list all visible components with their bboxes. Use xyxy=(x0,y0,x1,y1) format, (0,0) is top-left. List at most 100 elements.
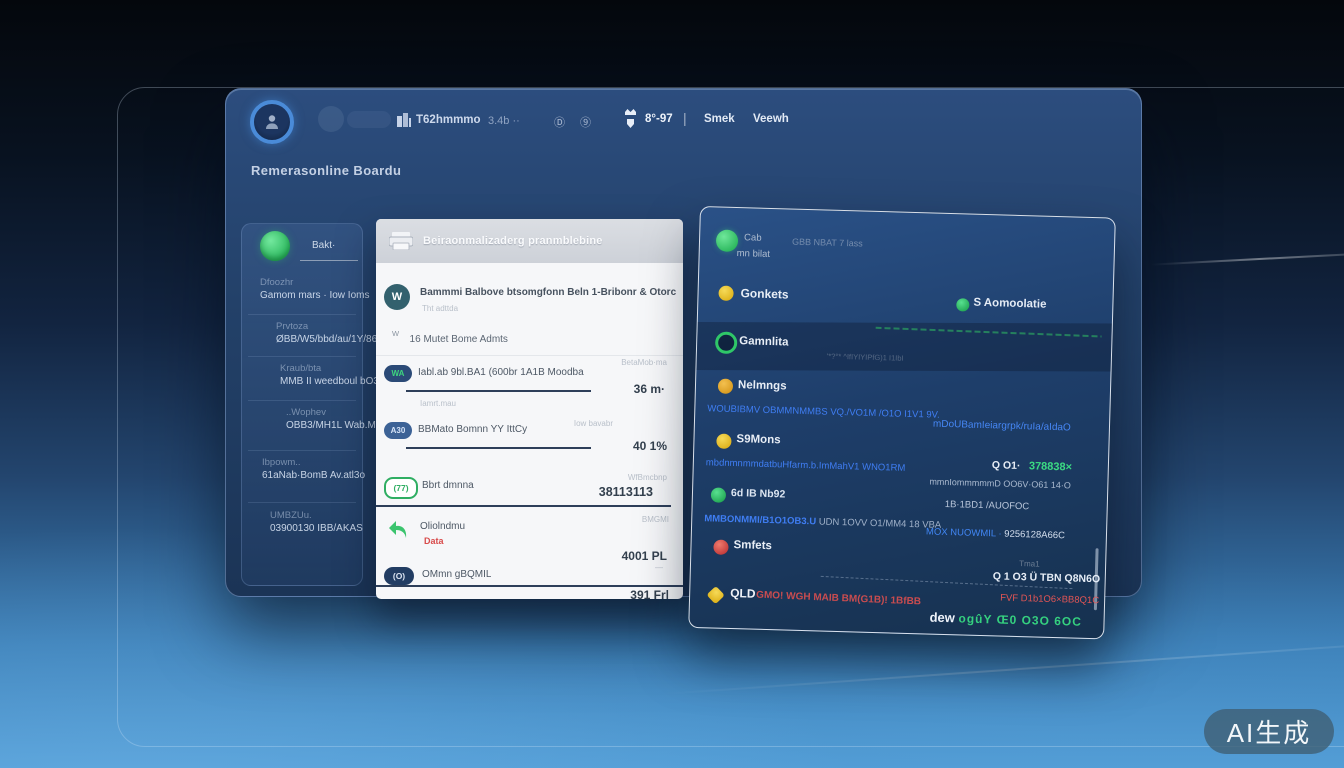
sidebar-item-5[interactable]: Ibpowm.. 61aNab·BomB Av.atl3o xyxy=(242,456,382,483)
row-underline xyxy=(376,585,683,587)
errors-right-value: Q 1 O3 Ü TBN Q8N6O xyxy=(992,570,1101,586)
building-icon xyxy=(397,113,411,127)
user-avatar[interactable] xyxy=(250,100,294,144)
network-link-strong: MMBONMMI/B1O1OB3.U xyxy=(704,513,819,528)
warnings-right-link[interactable]: mDoUBamIeiargrpk/ruIa/aIdaO xyxy=(932,418,1071,434)
nav-brand-label: T62hmmmo xyxy=(416,114,481,126)
sidebar-item-sublabel: MMB II weedboul bO3(12o) xyxy=(280,376,403,387)
green-status-icon xyxy=(710,487,727,503)
sidebar: Bakt· Dfoozhr Gamom mars · Iow Ioms Prvt… xyxy=(241,223,402,586)
sockets-label[interactable]: Gonkets xyxy=(740,286,789,302)
row-caption: BMGMI xyxy=(641,515,669,524)
nav-brand[interactable]: T62hmmmo xyxy=(396,113,481,127)
automatic-label[interactable]: S Aomoolatie xyxy=(973,296,1047,311)
row-title[interactable]: Bbrt dmnna xyxy=(422,480,474,491)
sidebar-divider xyxy=(248,314,356,315)
sidebar-item-label: Ibpowm.. xyxy=(262,457,301,468)
nav-crown-value[interactable]: 8°-97 xyxy=(645,113,673,125)
build-label: QLD xyxy=(730,585,756,601)
row-title[interactable]: Bammmi Balbove btsomgfonn Beln 1-Bribonr… xyxy=(420,287,676,298)
network-link-line[interactable]: MMBONMMI/B1O1OB3.U UDN 1OVV O1/MM4 18 VB… xyxy=(704,508,941,533)
network-label: 6d IB Nb92 xyxy=(730,486,786,501)
row-caption: Iow bavabr xyxy=(573,419,613,428)
profile-sub: mn bilat xyxy=(736,248,771,260)
sidebar-item-1[interactable]: Dfoozhr Gamom mars · Iow Ioms xyxy=(242,276,380,303)
sidebar-logo-label: Bakt· xyxy=(312,240,336,251)
row-badge: WA xyxy=(384,365,412,382)
row-divider xyxy=(376,355,683,356)
sidebar-divider xyxy=(248,450,356,451)
row-underline xyxy=(376,505,671,507)
orange-status-icon xyxy=(717,378,734,394)
sidebar-item-4[interactable]: ..Wophev OBB3/MH1L Wab.MVCb xyxy=(242,406,406,433)
nav-badges[interactable]: Ⓓ ⑨ xyxy=(554,117,598,129)
network-right-line[interactable]: MOX NUOWMIL · 9256128A66C xyxy=(926,521,1065,543)
complete-label[interactable]: Gamnlita xyxy=(739,335,789,349)
errors-label: Smfets xyxy=(733,539,773,553)
sidebar-item-sublabel: 61aNab·BomB Av.atl3o xyxy=(262,470,366,481)
errors-right-faint: Tma1 xyxy=(1019,559,1040,569)
row-subline[interactable]: W 16 Mutet Bome Admts xyxy=(392,329,508,347)
sidebar-item-2[interactable]: Prvtoza ØBB/W5/bbd/au/1Y/86o xyxy=(242,320,396,347)
sidebar-item-label: Dfoozhr xyxy=(260,277,294,288)
sidebar-item-label: ..Wophev xyxy=(286,407,326,418)
page-title: Remerasonline Boardu xyxy=(251,163,402,178)
network-right-link: MOX NUOWMIL · xyxy=(925,526,1005,540)
profile-name: Cab xyxy=(743,232,762,244)
row-caption: WfBmcbnp xyxy=(627,473,667,482)
sidebar-item-label: Prvtoza xyxy=(276,321,309,332)
sub-text: 16 Mutet Bome Admts xyxy=(409,334,508,346)
watermark-text: AI生成 xyxy=(1226,718,1312,748)
nav-view[interactable]: Veewh xyxy=(753,113,789,125)
row-badge: (77) xyxy=(384,477,418,499)
return-arrow-icon xyxy=(389,521,407,538)
nav-stat[interactable]: 3.4b ·· xyxy=(488,115,520,127)
printer-icon xyxy=(389,232,413,250)
samples-sub: mmnIommmmmD OO6V·O61 14·O xyxy=(929,476,1072,491)
row-value: 391 Fr| xyxy=(630,588,669,599)
nav-stock[interactable]: Smek xyxy=(704,113,735,125)
row-badge: W xyxy=(384,284,410,310)
nav-divider: | xyxy=(683,110,687,126)
list-panel-title: Beiraonmalizaderg pranmblebine xyxy=(423,235,603,247)
footer-code: ogûY Œ0 O3O 6OC xyxy=(958,611,1083,629)
sidebar-item-sublabel: OBB3/MH1L Wab.MVCb xyxy=(286,420,396,431)
sidebar-item-3[interactable]: Kraub/bta MMB II weedboul bO3(12o) xyxy=(242,362,403,389)
sidebar-logo-icon[interactable] xyxy=(260,231,290,261)
row-badge: (O) xyxy=(384,567,414,585)
network-right-code: 9256128A66C xyxy=(1004,528,1066,542)
logo-underline xyxy=(300,260,358,261)
samples-label: S9Mons xyxy=(736,433,781,447)
sidebar-item-label: UMBZUu. xyxy=(270,510,312,521)
yellow-diamond-icon xyxy=(706,585,725,605)
build-footer: dew ogûY Œ0 O3O 6OC xyxy=(929,609,1082,631)
crown-shield-icon xyxy=(624,106,637,135)
ai-generated-watermark: AI生成 xyxy=(1204,709,1334,754)
sidebar-divider xyxy=(248,356,356,357)
sidebar-divider xyxy=(248,400,356,401)
sidebar-item-label: Kraub/bta xyxy=(280,363,322,374)
row-value: 40 1% xyxy=(632,439,667,453)
profile-meta: GBB NBAT 7 lass xyxy=(791,236,863,249)
build-right-alert: FVF D1b1O6×BB8Q1C xyxy=(1000,592,1100,607)
row-title[interactable]: Iabl.ab 9bl.BA1 (600br 1A1B Moodba xyxy=(418,367,584,378)
row-caption: — xyxy=(655,563,663,572)
footer-strong: dew xyxy=(929,609,959,626)
row-title[interactable]: OMmn gBQMIL xyxy=(422,569,492,580)
row-title[interactable]: Oliolndmu xyxy=(420,521,466,532)
row-underline xyxy=(406,390,591,392)
list-panel-header: Beiraonmalizaderg pranmblebine xyxy=(376,219,683,263)
samples-link[interactable]: mbdnmnmmdatbuHfarm.b.ImMahV1 WNO1RM xyxy=(705,457,906,474)
row-footnote: Iamrt.mau xyxy=(420,399,457,408)
row-badge: A30 xyxy=(384,422,412,439)
network-link-rest: UDN 1OVV O1/MM4 18 VBA xyxy=(818,516,942,531)
row-alert: Data xyxy=(424,536,444,546)
sidebar-item-6[interactable]: UMBZUu. 03900130 IBB/AKAS xyxy=(242,509,390,536)
ghost-pill xyxy=(347,111,391,128)
row-value: 36 m· xyxy=(633,382,665,396)
light-streak xyxy=(1150,252,1344,266)
row-title[interactable]: BBMato Bomnn YY IttCy xyxy=(418,424,528,435)
yellow-status-icon xyxy=(718,285,734,301)
warnings-link[interactable]: WOUBIBMV OBMMNMMBS VQ./VO1M /O1O I1V1 9V… xyxy=(707,403,940,421)
sidebar-item-sublabel: ØBB/W5/bbd/au/1Y/86o xyxy=(276,334,383,345)
